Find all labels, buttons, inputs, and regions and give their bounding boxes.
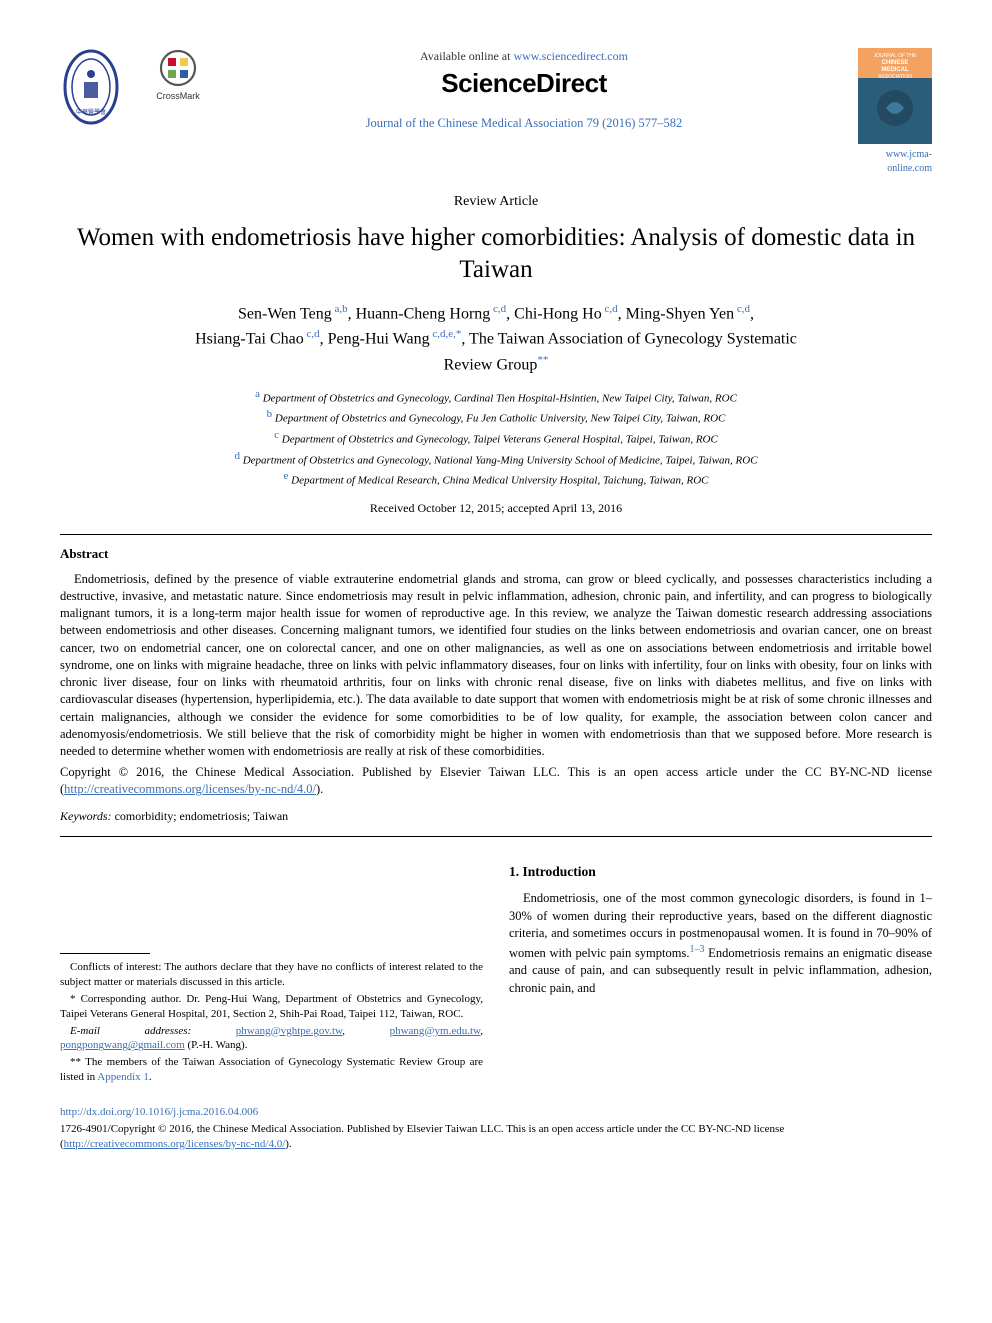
svg-text:JOURNAL OF THE: JOURNAL OF THE xyxy=(874,53,917,59)
footnotes-column: Conflicts of interest: The authors decla… xyxy=(60,863,483,1085)
abstract-copyright: Copyright © 2016, the Chinese Medical As… xyxy=(60,764,932,798)
abstract-heading: Abstract xyxy=(60,545,932,563)
svg-text:MEDICAL: MEDICAL xyxy=(881,67,909,73)
footer-cc-link[interactable]: http://creativecommons.org/licenses/by-n… xyxy=(64,1138,286,1150)
header-row: 中華醫學會 CrossMark Available online at www.… xyxy=(60,48,932,175)
available-prefix: Available online at xyxy=(420,49,513,63)
crossmark-icon xyxy=(158,48,198,88)
email-link[interactable]: phwang@vghtpe.gov.tw xyxy=(236,1025,342,1037)
abstract-text: Endometriosis, defined by the presence o… xyxy=(60,572,932,759)
sciencedirect-logo: ScienceDirect xyxy=(226,66,822,101)
svg-text:ASSOCIATION: ASSOCIATION xyxy=(878,74,912,80)
article-type: Review Article xyxy=(60,193,932,212)
sciencedirect-url[interactable]: www.sciencedirect.com xyxy=(513,49,628,63)
body-columns: Conflicts of interest: The authors decla… xyxy=(60,863,932,1085)
keywords: Keywords: comorbidity; endometriosis; Ta… xyxy=(60,808,932,824)
divider-top xyxy=(60,534,932,535)
email-link[interactable]: pongpongwang@gmail.com xyxy=(60,1039,185,1051)
header-center: Available online at www.sciencedirect.co… xyxy=(206,48,842,132)
journal-reference[interactable]: Journal of the Chinese Medical Associati… xyxy=(226,115,822,132)
intro-body: Endometriosis, one of the most common gy… xyxy=(509,890,932,997)
article-dates: Received October 12, 2015; accepted Apri… xyxy=(60,500,932,516)
copyright-suffix: ). xyxy=(316,782,323,796)
footer-copyright: 1726-4901/Copyright © 2016, the Chinese … xyxy=(60,1122,932,1152)
keywords-text: comorbidity; endometriosis; Taiwan xyxy=(112,809,289,823)
group-members-note: ** The members of the Taiwan Association… xyxy=(60,1055,483,1085)
crossmark-label: CrossMark xyxy=(156,90,200,102)
society-logo-icon: 中華醫學會 xyxy=(60,48,122,126)
crossmark-badge[interactable]: CrossMark xyxy=(150,48,206,120)
available-online: Available online at www.sciencedirect.co… xyxy=(226,48,822,64)
svg-text:中華醫學會: 中華醫學會 xyxy=(76,108,106,116)
email-link[interactable]: phwang@ym.edu.tw xyxy=(390,1025,481,1037)
journal-cover-icon[interactable]: JOURNAL OF THE CHINESE MEDICAL ASSOCIATI… xyxy=(858,48,932,144)
header-right: JOURNAL OF THE CHINESE MEDICAL ASSOCIATI… xyxy=(842,48,932,175)
keywords-label: Keywords: xyxy=(60,809,112,823)
email-addresses: E-mail addresses: phwang@vghtpe.gov.tw, … xyxy=(60,1024,483,1054)
abstract-body: Endometriosis, defined by the presence o… xyxy=(60,571,932,761)
authors: Sen-Wen Teng a,b, Huann-Cheng Horng c,d,… xyxy=(60,301,932,377)
intro-column: 1. Introduction Endometriosis, one of th… xyxy=(509,863,932,1085)
email-label: E-mail addresses: xyxy=(70,1025,191,1037)
intro-heading: 1. Introduction xyxy=(509,863,932,882)
divider-bottom xyxy=(60,836,932,837)
article-title: Women with endometriosis have higher com… xyxy=(60,222,932,287)
conflicts-of-interest: Conflicts of interest: The authors decla… xyxy=(60,960,483,990)
doi-link[interactable]: http://dx.doi.org/10.1016/j.jcma.2016.04… xyxy=(60,1105,932,1120)
email-author: (P.-H. Wang). xyxy=(185,1039,248,1051)
affiliations: a Department of Obstetrics and Gynecolog… xyxy=(60,387,932,490)
corresponding-author: * Corresponding author. Dr. Peng-Hui Wan… xyxy=(60,992,483,1022)
svg-text:CHINESE: CHINESE xyxy=(882,60,909,66)
header-left: 中華醫學會 CrossMark xyxy=(60,48,206,126)
jcma-url[interactable]: www.jcma-online.com xyxy=(842,148,932,175)
cc-license-link[interactable]: http://creativecommons.org/licenses/by-n… xyxy=(64,782,316,796)
footnote-rule xyxy=(60,953,150,954)
appendix-link[interactable]: Appendix 1 xyxy=(97,1071,149,1083)
citation-1-3[interactable]: 1–3 xyxy=(689,944,704,955)
